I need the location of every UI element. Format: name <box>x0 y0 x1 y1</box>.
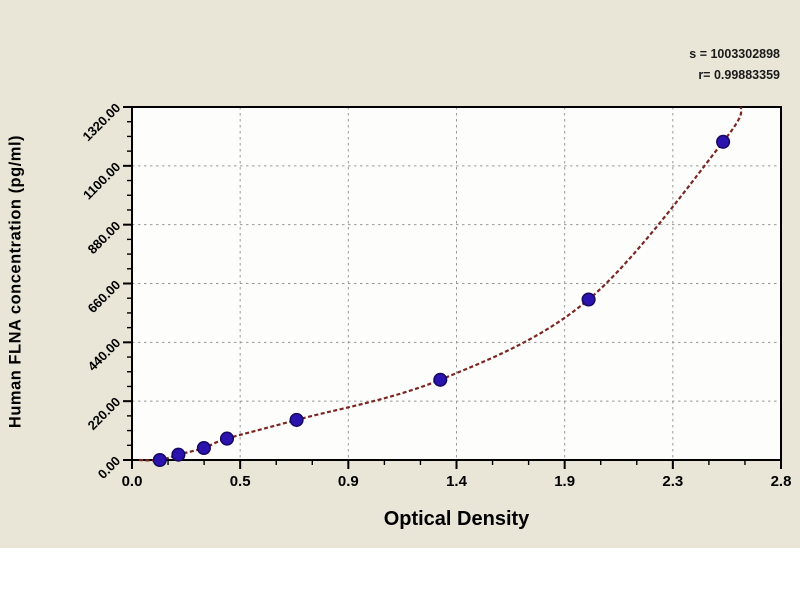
x-tick-label: 0.9 <box>337 473 359 490</box>
x-tick-label: 1.4 <box>446 473 467 490</box>
data-point <box>196 440 211 456</box>
x-axis-title: Optical Density <box>383 508 530 530</box>
s-value: s = 1003302898 <box>689 47 780 61</box>
x-tick-label: 1.9 <box>554 473 576 490</box>
plot-canvas <box>123 106 782 469</box>
x-tick-label: 0.0 <box>121 473 143 490</box>
data-point <box>581 292 596 307</box>
data-point <box>152 452 167 468</box>
data-point <box>171 447 186 462</box>
data-point <box>289 412 304 427</box>
standard-curve <box>138 106 743 462</box>
plot-frame <box>131 106 782 461</box>
x-tick-label: 2.3 <box>662 473 684 490</box>
r-value: r= 0.99883359 <box>698 67 780 82</box>
data-point <box>716 134 731 149</box>
x-tick-label: 2.8 <box>770 473 792 490</box>
fit-statistics: s = 1003302898 r= 0.99883359 <box>689 44 780 85</box>
x-tick-label: 0.5 <box>229 473 251 490</box>
data-point <box>433 372 448 387</box>
y-axis-title: Human FLNA concentration (pg/ml) <box>6 134 25 429</box>
data-point <box>219 431 235 446</box>
